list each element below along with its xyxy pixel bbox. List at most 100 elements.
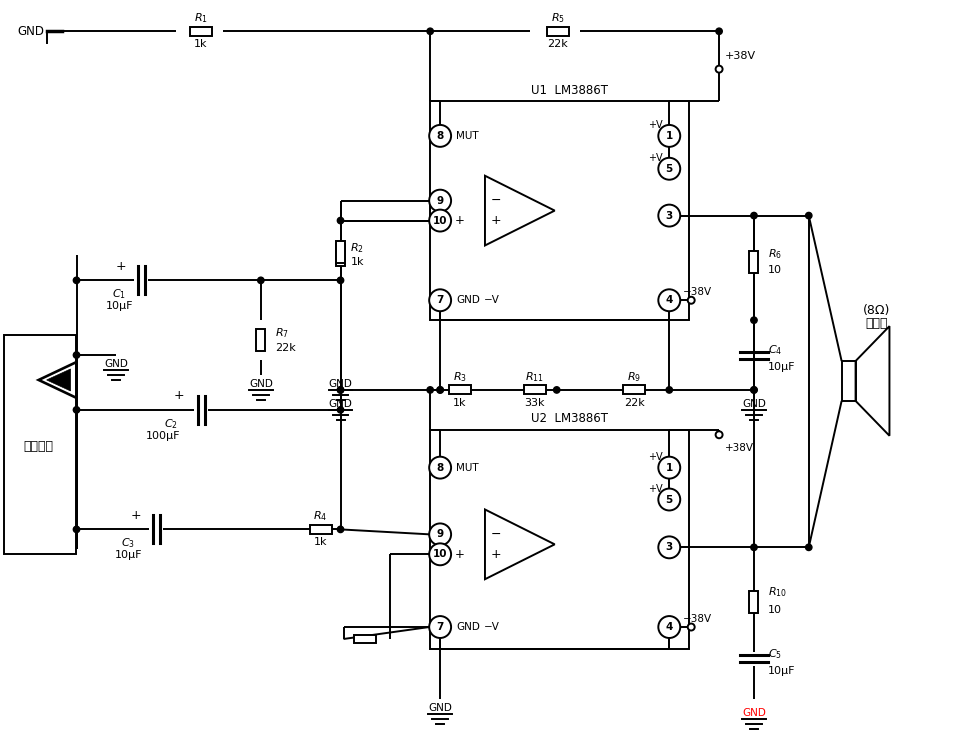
Circle shape bbox=[658, 125, 680, 147]
Bar bbox=[524, 385, 545, 394]
Text: −V: −V bbox=[484, 622, 499, 632]
Text: GND: GND bbox=[17, 24, 45, 38]
Bar bbox=[430, 430, 690, 649]
Text: GND: GND bbox=[456, 622, 480, 632]
Text: 10: 10 bbox=[768, 605, 782, 615]
Circle shape bbox=[751, 213, 757, 219]
Text: 1k: 1k bbox=[314, 537, 328, 548]
Bar bbox=[449, 385, 471, 394]
Text: −38V: −38V bbox=[683, 288, 712, 297]
Circle shape bbox=[437, 387, 443, 393]
Text: GND: GND bbox=[456, 295, 480, 305]
Text: −: − bbox=[491, 194, 501, 207]
Text: GND: GND bbox=[428, 702, 452, 713]
Text: +V: +V bbox=[648, 484, 663, 494]
Text: $C_3$: $C_3$ bbox=[121, 536, 136, 551]
Circle shape bbox=[337, 407, 344, 413]
Circle shape bbox=[337, 526, 344, 533]
Circle shape bbox=[688, 297, 694, 304]
Text: $R_2$: $R_2$ bbox=[350, 242, 365, 256]
Bar bbox=[190, 27, 212, 36]
Text: 8: 8 bbox=[436, 131, 444, 141]
Circle shape bbox=[666, 387, 672, 393]
Text: +V: +V bbox=[648, 153, 663, 163]
Text: 9: 9 bbox=[436, 529, 444, 539]
Text: 10: 10 bbox=[433, 549, 447, 559]
Circle shape bbox=[337, 277, 344, 284]
Text: 1k: 1k bbox=[454, 398, 467, 408]
Text: MUT: MUT bbox=[456, 131, 478, 141]
Text: 10μF: 10μF bbox=[106, 302, 133, 311]
Circle shape bbox=[658, 456, 680, 479]
Text: 扬声器: 扬声器 bbox=[865, 316, 888, 330]
Bar bbox=[841, 361, 856, 401]
Circle shape bbox=[258, 277, 264, 284]
Text: $R_{10}$: $R_{10}$ bbox=[768, 585, 787, 599]
Text: U2  LM3886T: U2 LM3886T bbox=[531, 412, 608, 425]
Bar bbox=[750, 591, 758, 613]
Circle shape bbox=[658, 158, 680, 180]
Text: 5: 5 bbox=[666, 494, 673, 505]
Text: GND: GND bbox=[249, 379, 273, 389]
Circle shape bbox=[658, 488, 680, 511]
Bar bbox=[750, 251, 758, 273]
Circle shape bbox=[658, 205, 680, 227]
Text: 33k: 33k bbox=[524, 398, 545, 408]
Text: 8: 8 bbox=[436, 462, 444, 473]
Text: 9: 9 bbox=[436, 196, 444, 206]
Text: 10μF: 10μF bbox=[115, 551, 142, 560]
Text: +V: +V bbox=[648, 120, 663, 130]
Circle shape bbox=[337, 387, 344, 393]
Text: 3: 3 bbox=[666, 542, 673, 552]
Circle shape bbox=[429, 616, 451, 638]
Circle shape bbox=[751, 387, 757, 393]
Text: +38V: +38V bbox=[725, 51, 756, 62]
Text: 10: 10 bbox=[433, 216, 447, 225]
Text: 7: 7 bbox=[436, 622, 444, 632]
Text: U1  LM3886T: U1 LM3886T bbox=[531, 84, 608, 96]
Text: GND: GND bbox=[104, 359, 128, 369]
Circle shape bbox=[427, 387, 434, 393]
Circle shape bbox=[658, 616, 680, 638]
Text: 1k: 1k bbox=[350, 257, 364, 268]
Text: +: + bbox=[491, 548, 501, 561]
Circle shape bbox=[715, 431, 723, 438]
Text: 10: 10 bbox=[768, 265, 782, 276]
Polygon shape bbox=[47, 369, 71, 391]
Circle shape bbox=[437, 387, 443, 393]
Circle shape bbox=[74, 407, 79, 413]
Circle shape bbox=[688, 623, 694, 631]
Text: +38V: +38V bbox=[725, 442, 754, 453]
Circle shape bbox=[715, 66, 723, 73]
Circle shape bbox=[74, 352, 79, 358]
Text: 4: 4 bbox=[666, 295, 673, 305]
Text: $R_1$: $R_1$ bbox=[194, 11, 208, 25]
Circle shape bbox=[429, 523, 451, 545]
Text: 3: 3 bbox=[666, 210, 673, 221]
Circle shape bbox=[427, 28, 434, 35]
Text: $C_5$: $C_5$ bbox=[768, 647, 782, 661]
Text: −: − bbox=[491, 528, 501, 541]
Circle shape bbox=[751, 317, 757, 323]
Text: GND: GND bbox=[329, 379, 352, 389]
Bar bbox=[336, 242, 345, 263]
Bar bbox=[309, 525, 331, 534]
Circle shape bbox=[429, 456, 451, 479]
Circle shape bbox=[337, 387, 344, 393]
Text: −V: −V bbox=[484, 295, 499, 305]
Circle shape bbox=[429, 125, 451, 147]
Bar bbox=[256, 329, 265, 351]
Circle shape bbox=[806, 544, 812, 551]
Text: +: + bbox=[456, 214, 465, 227]
Text: +: + bbox=[491, 214, 501, 227]
Text: +: + bbox=[116, 260, 127, 273]
Text: 7: 7 bbox=[436, 295, 444, 305]
Text: +: + bbox=[174, 390, 184, 402]
Text: 10μF: 10μF bbox=[768, 666, 796, 676]
Circle shape bbox=[429, 210, 451, 231]
Bar bbox=[430, 101, 690, 320]
Text: 5: 5 bbox=[666, 164, 673, 173]
Circle shape bbox=[658, 536, 680, 558]
Bar bbox=[336, 245, 345, 267]
Text: 22k: 22k bbox=[275, 343, 295, 353]
